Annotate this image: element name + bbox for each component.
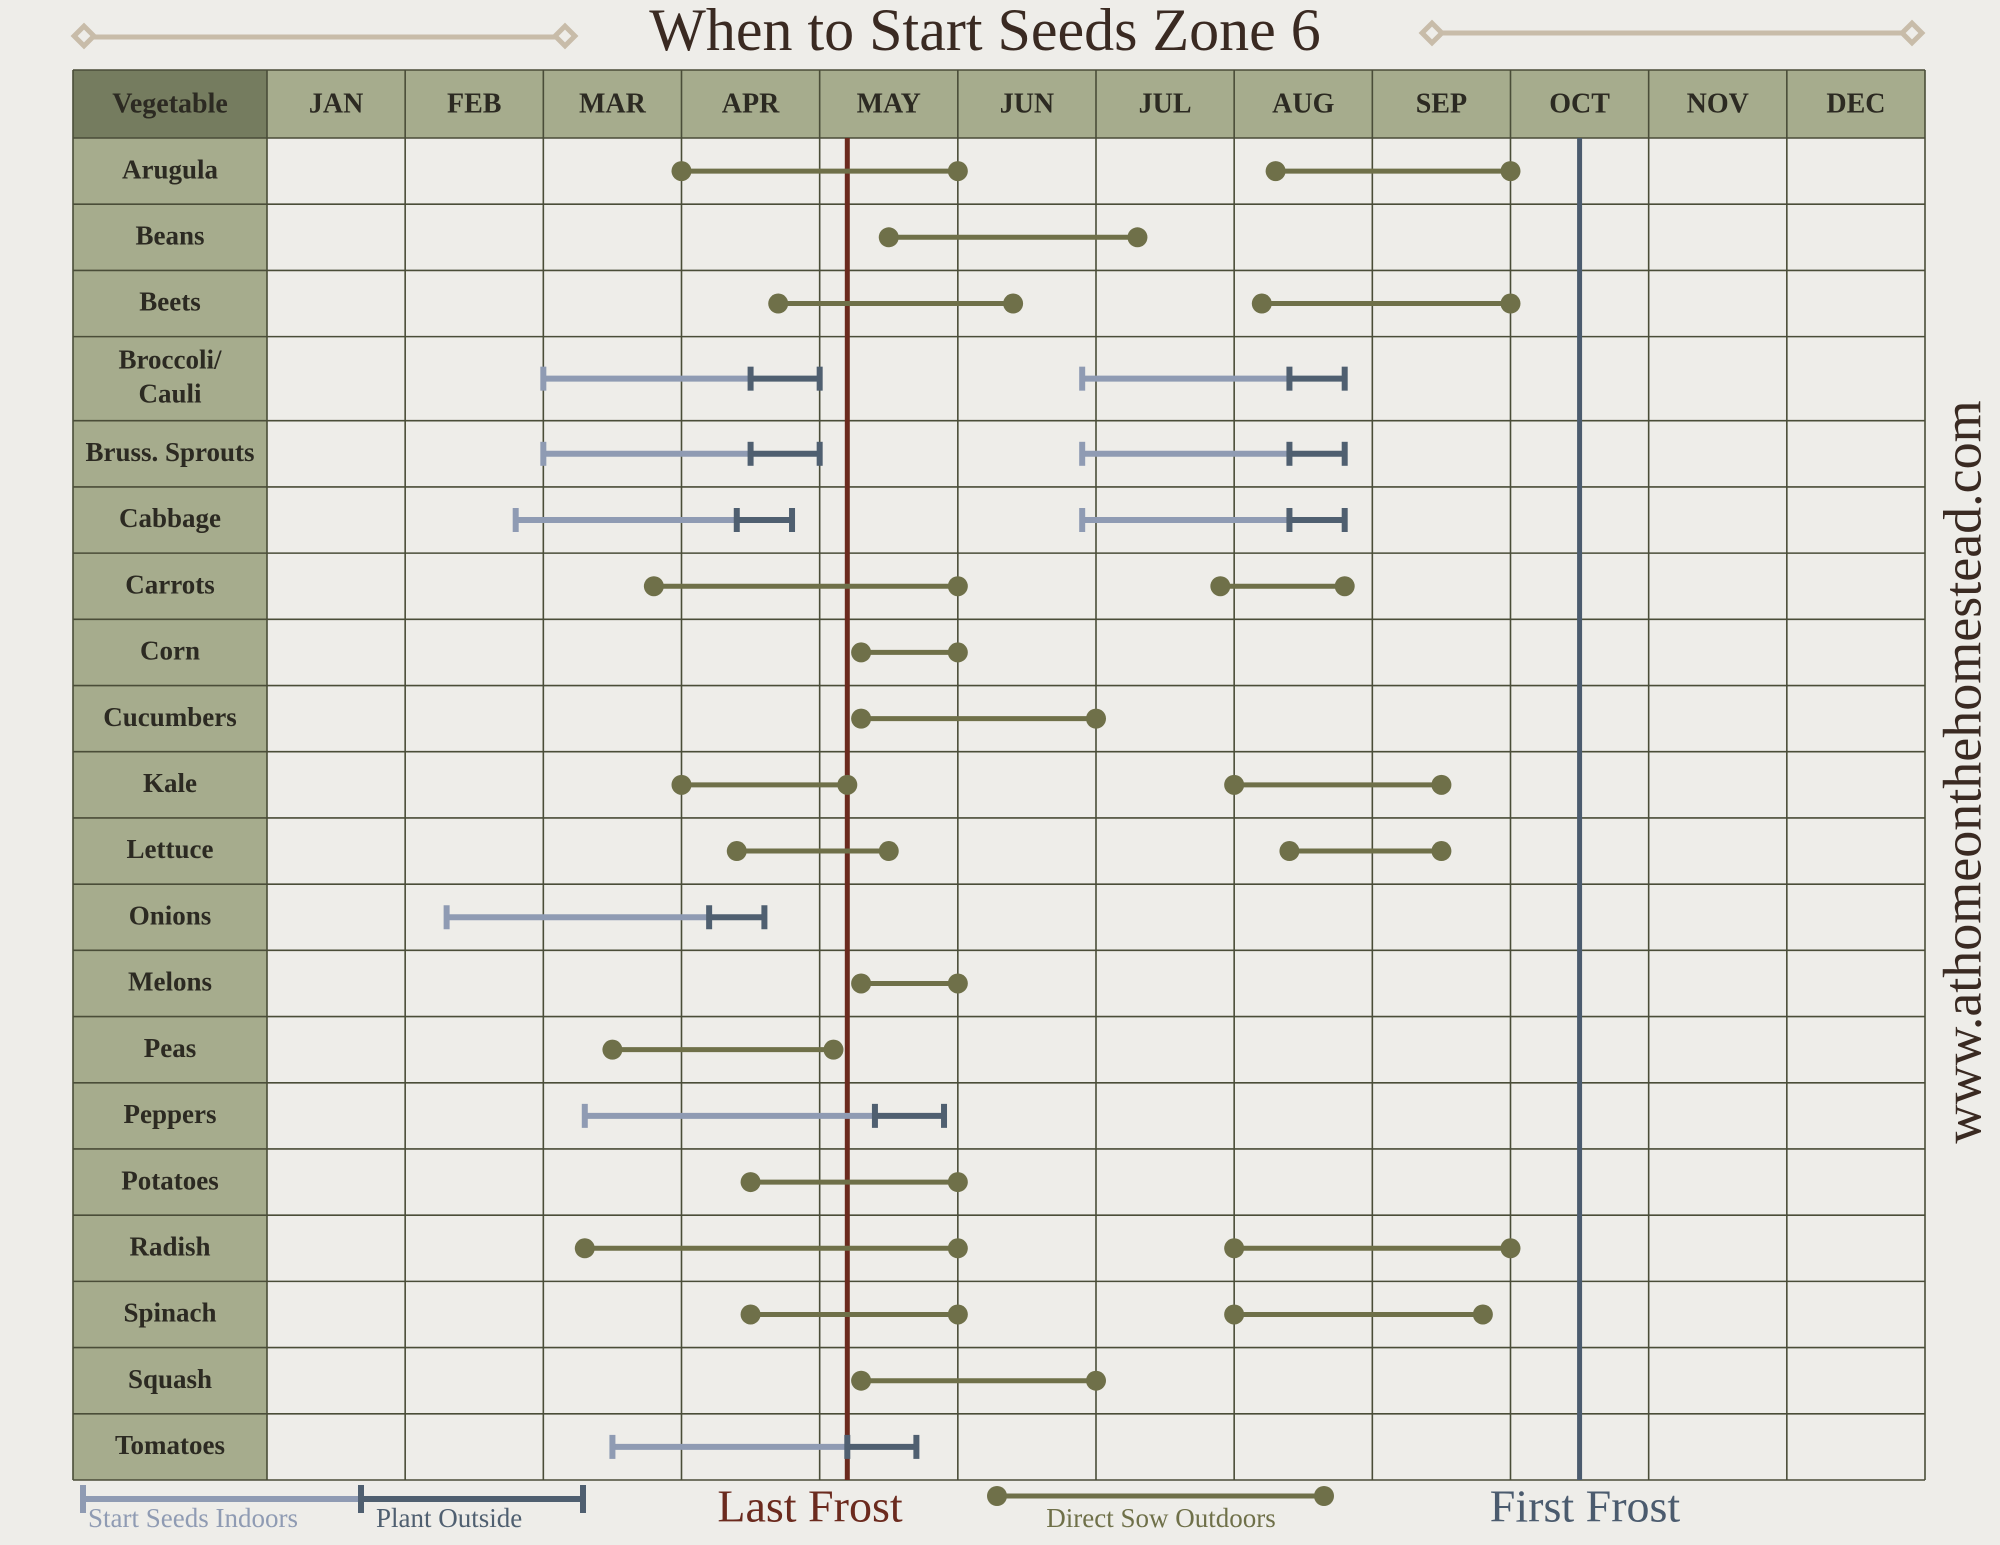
sow-end-dot (1500, 293, 1521, 314)
header-label: Vegetable (112, 88, 228, 119)
sow-start-dot (740, 1172, 761, 1193)
sow-start-dot (1224, 1238, 1245, 1259)
sow-start-dot (851, 973, 872, 994)
sow-end-dot (1472, 1304, 1493, 1325)
row-label: Lettuce (127, 834, 214, 864)
sow-end-dot (947, 973, 968, 994)
sow-end-dot (1500, 1238, 1521, 1259)
row-label: Onions (129, 900, 212, 930)
row-label: Arugula (122, 154, 219, 184)
ornament-diamond (70, 22, 98, 50)
month-label: APR (722, 88, 780, 119)
sow-start-dot (878, 227, 899, 248)
month-label: SEP (1416, 88, 1467, 119)
row-label: Peppers (124, 1099, 217, 1129)
sow-start-dot (726, 841, 747, 862)
header-background (73, 70, 1925, 138)
row-label: Potatoes (121, 1165, 218, 1195)
sow-end-dot (947, 1304, 968, 1325)
sow-end-dot (837, 774, 858, 795)
table-grid (72, 69, 1926, 1481)
ornament-diamond (1898, 19, 1926, 47)
month-label: JUN (1000, 88, 1054, 119)
row-label: Spinach (123, 1298, 216, 1328)
sow-end-dot (1086, 708, 1106, 729)
sow-end-dot (947, 1172, 968, 1193)
sow-end-dot (947, 576, 968, 597)
ornament-diamond (551, 22, 579, 50)
sow-start-dot (602, 1039, 623, 1060)
chart-title: When to Start Seeds Zone 6 (649, 0, 1321, 63)
sow-start-dot (851, 1370, 872, 1391)
sow-end-dot (1431, 774, 1452, 795)
last-frost-label: Last Frost (717, 1481, 903, 1532)
month-label: MAY (857, 88, 921, 119)
row-label: Corn (140, 636, 200, 666)
row-label: Tomatoes (115, 1430, 225, 1460)
month-label: AUG (1272, 88, 1334, 119)
row-label: Peas (144, 1033, 196, 1063)
month-label: MAR (579, 88, 647, 119)
row-label: Kale (143, 768, 197, 798)
sow-start-dot (1251, 293, 1272, 314)
row-label: Bruss. Sprouts (85, 437, 254, 467)
label-column-background (73, 138, 267, 1480)
sow-start-dot (851, 708, 872, 729)
legend-indoor-label: Start Seeds Indoors (88, 1503, 298, 1533)
month-label: OCT (1549, 88, 1610, 119)
month-label: DEC (1826, 88, 1885, 119)
sow-start-dot (671, 161, 692, 182)
legend-plant-label: Plant Outside (376, 1503, 522, 1533)
row-label: Broccoli/Cauli (119, 345, 222, 409)
ornament-diamond (1418, 19, 1446, 47)
sow-start-dot (1265, 161, 1286, 182)
sow-end-dot (1003, 293, 1024, 314)
sow-start-dot (643, 576, 664, 597)
sow-end-dot (1334, 576, 1355, 597)
sow-end-dot (1127, 227, 1148, 248)
header-vegetable-cell (73, 70, 267, 138)
month-label: JUL (1139, 88, 1192, 119)
sow-start-dot (671, 774, 692, 795)
sow-end-dot (947, 642, 968, 663)
row-label: Radish (129, 1231, 210, 1261)
legend-sow-dot (1314, 1486, 1334, 1506)
sow-end-dot (947, 161, 968, 182)
sow-end-dot (1500, 161, 1521, 182)
sow-start-dot (574, 1238, 595, 1259)
row-label: Beans (135, 221, 204, 251)
month-label: NOV (1687, 88, 1749, 119)
row-label: Melons (128, 967, 212, 997)
sow-start-dot (740, 1304, 761, 1325)
row-label: Cabbage (119, 503, 221, 533)
legend-sow-dot (987, 1486, 1007, 1506)
sow-end-dot (947, 1238, 968, 1259)
sow-start-dot (1224, 1304, 1245, 1325)
legend: Start Seeds Indoors Plant Outside Last Fro… (80, 1481, 1681, 1533)
sow-start-dot (1279, 841, 1300, 862)
sow-start-dot (851, 642, 872, 663)
sow-end-dot (823, 1039, 844, 1060)
sow-end-dot (1431, 841, 1452, 862)
row-label: Carrots (125, 569, 214, 599)
title-ornaments (70, 19, 1926, 50)
sow-start-dot (1210, 576, 1231, 597)
website: www.athomeonthehomestead.com (1932, 400, 1992, 1143)
first-frost-label: First Frost (1490, 1481, 1681, 1532)
row-label: Beets (139, 287, 200, 317)
sow-end-dot (1086, 1370, 1106, 1391)
row-label: Squash (128, 1364, 212, 1394)
month-label: JAN (309, 88, 363, 119)
sow-end-dot (878, 841, 899, 862)
sow-start-dot (1224, 774, 1245, 795)
legend-sow-label: Direct Sow Outdoors (1046, 1503, 1275, 1533)
sow-start-dot (768, 293, 789, 314)
row-label: Cucumbers (103, 702, 237, 732)
month-label: FEB (447, 88, 501, 119)
